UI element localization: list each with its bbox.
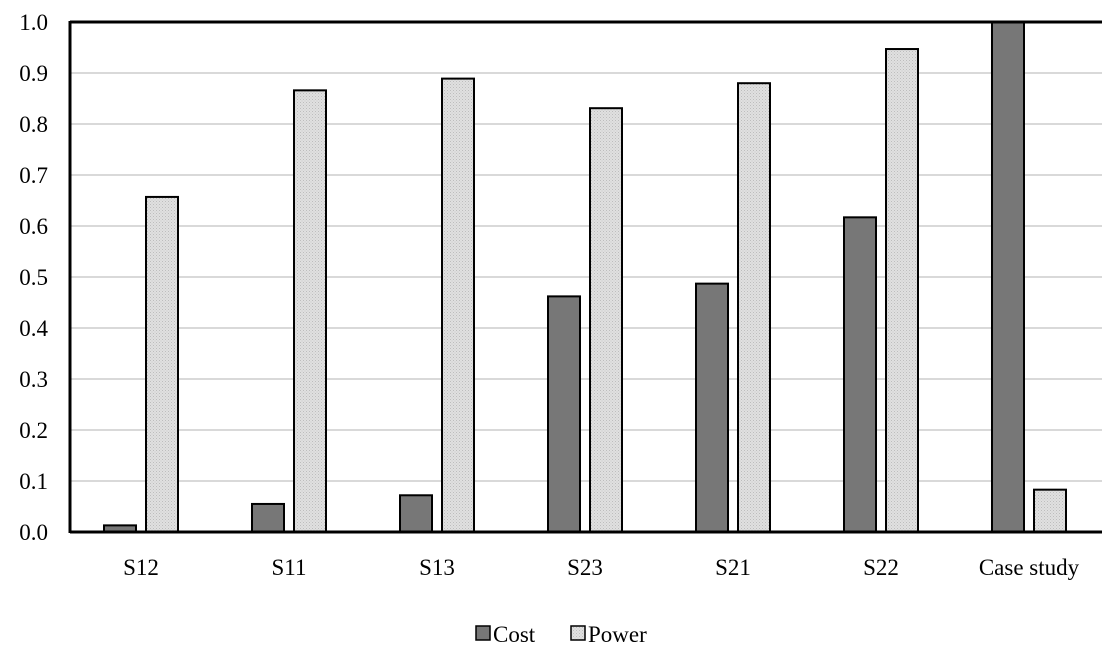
x-tick-labels: S12 S11 S13 S23 S21 S22 Case study [123,555,1080,580]
legend-swatch-power [570,625,586,641]
legend: Cost Power [475,622,647,647]
legend-swatch-cost [475,625,491,641]
bar-power-s12 [145,195,179,533]
y-tick-label: 0.7 [19,163,48,188]
bar-cost-case-study [991,21,1025,533]
x-tick-label: S21 [715,555,751,580]
bar-power-s11 [293,89,327,533]
y-tick-label: 0.8 [19,112,48,137]
y-tick-label: 0.6 [19,214,48,239]
bar-power-s13 [441,77,475,534]
bar-power-s23 [589,107,623,533]
bars [103,21,1067,534]
bar-cost-s23 [547,295,581,533]
y-tick-labels: 0.0 0.1 0.2 0.3 0.4 0.5 0.6 0.7 0.8 0.9 1.0 [19,10,48,545]
y-tick-label: 0.1 [19,469,48,494]
axes [68,20,1102,534]
x-tick-label: S13 [419,555,455,580]
bar-cost-s13 [399,494,433,533]
y-tick-label: 0.0 [19,520,48,545]
y-tick-label: 0.3 [19,367,48,392]
y-tick-label: 0.5 [19,265,48,290]
x-tick-label: S22 [863,555,899,580]
bar-power-case-study [1033,488,1067,534]
gridlines [70,21,1102,482]
bar-power-s21 [737,82,771,533]
x-tick-label: S12 [123,555,159,580]
bar-power-s22 [885,48,919,533]
legend-label-cost: Cost [493,622,536,647]
x-tick-label: Case study [979,555,1080,580]
y-tick-label: 0.4 [19,316,48,341]
x-tick-label: S23 [567,555,603,580]
x-tick-label: S11 [272,555,307,580]
bar-cost-s22 [843,216,877,534]
bar-cost-s21 [695,282,729,533]
y-tick-label: 0.9 [19,61,48,86]
legend-label-power: Power [588,622,647,647]
y-tick-label: 1.0 [19,10,48,35]
y-tick-label: 0.2 [19,418,48,443]
bar-cost-s11 [251,502,285,534]
